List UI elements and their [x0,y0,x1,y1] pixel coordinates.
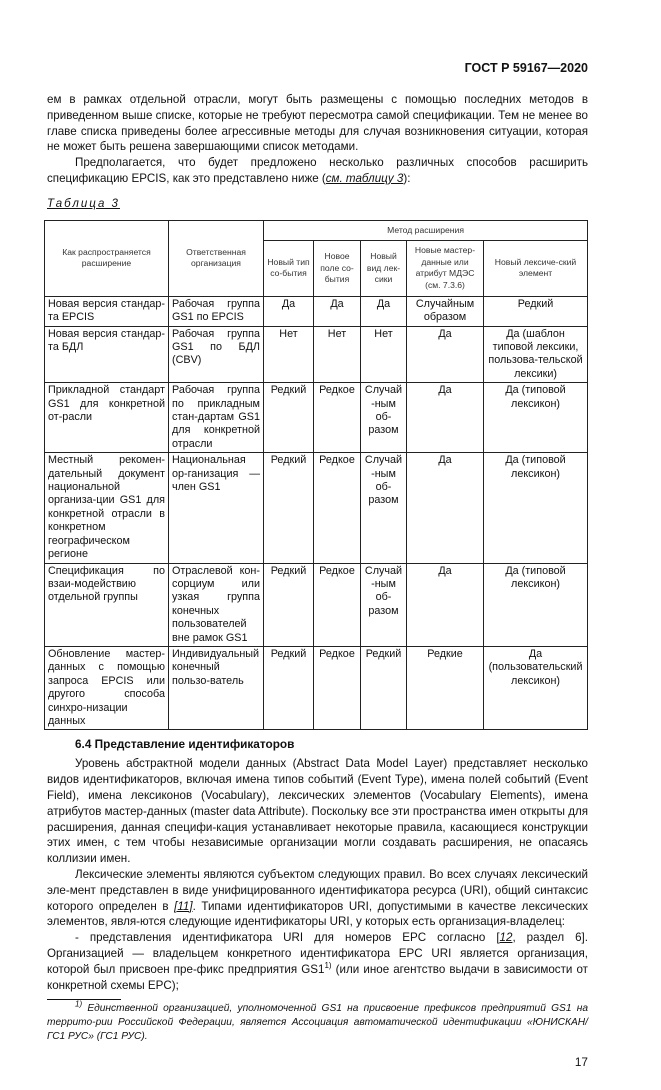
cell-c2: Да [313,295,361,327]
table-row: Новая версия стандар-та БДЛ Рабочая групп… [44,325,589,384]
header-how: Как распространяется расширение [44,219,169,297]
header-sub: Новый вид лек-сики [360,239,407,297]
table-reference-link[interactable]: см. таблицу 3 [325,171,404,185]
cell-c5: Да (типовой лексикон) [482,382,589,454]
cell-c4: Да [406,325,484,384]
header-sub: Новые мастер-данные или атрибут МДЭС (см… [406,239,484,297]
document-id-header: ГОСТ Р 59167—2020 [464,61,588,75]
intro-paragraph-2: Предполагается, что будет предложено нес… [47,155,588,187]
section-text: Уровень абстрактной модели данных (Abstr… [47,756,588,993]
intro-p2-end: ): [403,171,411,185]
cell-c5: Редкий [482,295,589,327]
cell-c5: Да (пользовательский лексикон) [482,645,589,731]
cell-c5: Да (типовой лексикон) [482,562,589,647]
cell-c1: Редкий [263,645,314,731]
cell-org: Индивидуальный конечный пользо-ватель [168,645,264,731]
cell-c3: Случай-ным об-разом [360,562,407,647]
cell-c1: Редкий [263,452,314,564]
table-row: Местный рекомен-дательный документ нацио… [44,452,589,564]
footnote: 1) Единственной организацией, уполномоче… [47,999,588,1044]
cell-how: Обновление мастер-данных с помощью запро… [44,645,169,731]
header-sub: Новое поле со-бытия [313,239,361,297]
footnote-text: Единственной организацией, уполномоченно… [47,1003,588,1043]
intro-text: ем в рамках отдельной отрасли, могут быт… [47,92,588,187]
cell-org: Национальная ор-ганизация — член GS1 [168,452,264,564]
cell-how: Местный рекомен-дательный документ нацио… [44,452,169,564]
cell-c5: Да (шаблон типовой лексики, пользова-тел… [482,325,589,384]
section-paragraph-2: Лексические элементы являются субъектом … [47,867,588,930]
cell-how: Новая версия стандар-та EPCIS [44,295,169,327]
cell-c4: Случайным образом [406,295,484,327]
cell-how: Новая версия стандар-та БДЛ [44,325,169,384]
cell-c1: Редкий [263,562,314,647]
cell-c1: Да [263,295,314,327]
p2-text: Лексические элементы являются субъектом … [47,867,588,913]
header-sub: Новый лексиче-ский элемент [482,239,589,297]
cell-c4: Редкие [406,645,484,731]
cell-org: Рабочая группа GS1 по БДЛ (CBV) [168,325,264,384]
cell-c3: Редкий [360,645,407,731]
cell-c4: Да [406,562,484,647]
header-sub: Новый тип со-бытия [263,239,314,297]
cell-c3: Случай-ным об-разом [360,382,407,454]
cell-c1: Редкий [263,382,314,454]
cell-c1: Нет [263,325,314,384]
cell-c2: Редкое [313,452,361,564]
intro-p2-text: Предполагается, что будет предложено нес… [47,156,588,185]
cell-how: Спецификация по взаи-модействию отдельно… [44,562,169,647]
footnote-marker: 1) [324,960,332,970]
cell-c2: Редкое [313,645,361,731]
reference-12-link[interactable]: 12 [499,931,513,945]
cell-c4: Да [406,382,484,454]
page-number: 17 [574,1055,588,1070]
cell-c4: Да [406,452,484,564]
cell-org: Рабочая группа GS1 по EPCIS [168,295,264,327]
extension-methods-table: Как распространяется расширение Ответств… [44,219,589,731]
p2-end: . Типами идентификаторов URI, допустимым… [47,899,588,929]
cell-org: Отраслевой кон-сорциум или узкая группа … [168,562,264,647]
section-paragraph-3: - представления идентификатора URI для н… [47,930,588,993]
section-heading: 6.4 Представление идентификаторов [75,737,295,752]
cell-c2: Редкое [313,382,361,454]
table-row: Спецификация по взаи-модействию отдельно… [44,562,589,647]
header-org: Ответственная организация [168,219,264,297]
cell-c2: Нет [313,325,361,384]
cell-c3: Нет [360,325,407,384]
cell-how: Прикладной стандарт GS1 для конкретной о… [44,382,169,454]
table-row: Новая версия стандар-та EPCIS Рабочая гру… [44,295,589,327]
section-paragraph-1: Уровень абстрактной модели данных (Abstr… [47,757,588,866]
reference-11-link[interactable]: [11] [174,899,193,913]
cell-c5: Да (типовой лексикон) [482,452,589,564]
cell-c2: Редкое [313,562,361,647]
cell-c3: Да [360,295,407,327]
header-method-group: Метод расширения [262,219,589,241]
table-caption: Таблица 3 [47,197,120,210]
cell-org: Рабочая группа по прикладным стан-дартам… [168,382,264,454]
cell-c3: Случай-ным об-разом [360,452,407,564]
footnote-divider [47,999,121,1001]
table-row: Обновление мастер-данных с помощью запро… [44,645,589,731]
footnote-mark: 1) [75,999,83,1009]
table-row: Прикладной стандарт GS1 для конкретной о… [44,382,589,454]
intro-paragraph-1: ем в рамках отдельной отрасли, могут быт… [47,93,588,154]
p3-text: - представления идентификатора URI для н… [75,931,500,945]
